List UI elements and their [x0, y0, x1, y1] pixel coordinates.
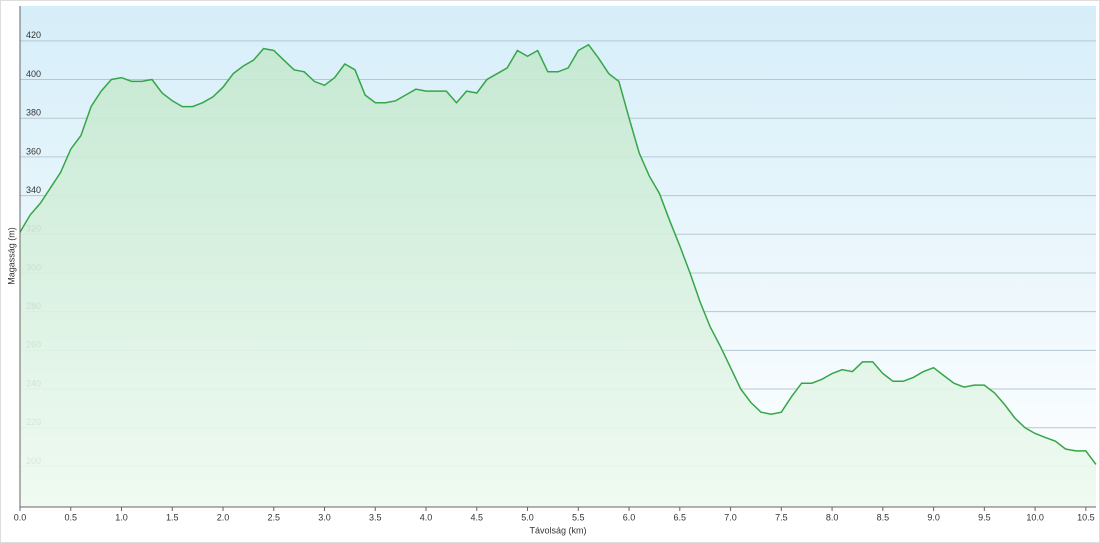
x-tick-label: 7.5 [775, 512, 788, 522]
area-fill [20, 44, 1096, 507]
y-tick-label: 360 [26, 146, 41, 156]
x-tick-label: 9.5 [978, 512, 991, 522]
x-tick-label: 6.0 [623, 512, 636, 522]
x-tick-label: 1.0 [115, 512, 128, 522]
x-tick-label: 2.0 [217, 512, 230, 522]
x-tick-label: 10.5 [1077, 512, 1095, 522]
x-tick-label: 2.5 [268, 512, 281, 522]
x-tick-label: 1.5 [166, 512, 179, 522]
x-tick-label: 10.0 [1026, 512, 1044, 522]
x-tick-label: 4.0 [420, 512, 433, 522]
x-axis-title: Távolság (km) [529, 525, 586, 535]
x-tick-label: 6.5 [674, 512, 687, 522]
x-tick-label: 8.5 [877, 512, 890, 522]
y-tick-label: 420 [26, 30, 41, 40]
x-tick-label: 5.5 [572, 512, 585, 522]
x-tick-label: 3.0 [318, 512, 331, 522]
y-tick-label: 340 [26, 185, 41, 195]
y-tick-label: 380 [26, 108, 41, 118]
y-tick-label: 400 [26, 69, 41, 79]
x-tick-label: 3.5 [369, 512, 382, 522]
x-tick-label: 0.5 [64, 512, 77, 522]
x-tick-label: 5.0 [521, 512, 534, 522]
x-tick-label: 4.5 [471, 512, 484, 522]
x-tick-label: 0.0 [14, 512, 27, 522]
x-tick-label: 7.0 [724, 512, 737, 522]
elevation-line [19, 43, 1097, 465]
x-tick-label: 8.0 [826, 512, 839, 522]
x-tick-label: 9.0 [927, 512, 940, 522]
y-axis-title: Magasság (m) [6, 227, 16, 285]
